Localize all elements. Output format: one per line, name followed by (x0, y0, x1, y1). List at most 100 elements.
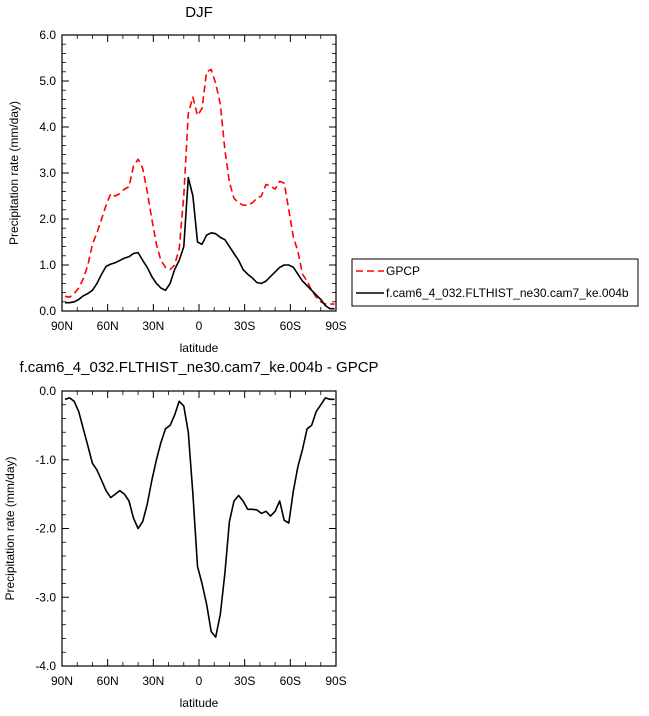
data-point (128, 500, 130, 502)
data-point (293, 267, 295, 269)
series-points-1 (64, 397, 335, 638)
data-point (229, 521, 231, 523)
data-point (297, 273, 299, 275)
x-tick-label: 0 (196, 319, 203, 333)
data-point (242, 269, 244, 271)
data-point (297, 250, 299, 252)
chart-title: f.cam6_4_032.FLTHIST_ne30.cam7_ke.004b -… (19, 359, 378, 376)
data-point (78, 299, 80, 301)
data-point (274, 511, 276, 513)
data-point (283, 520, 285, 522)
data-point (261, 195, 263, 197)
data-point (69, 296, 71, 298)
data-point (247, 509, 249, 511)
data-point (87, 264, 89, 266)
data-point (329, 303, 331, 305)
data-point (183, 195, 185, 197)
data-point (156, 283, 158, 285)
data-point (279, 500, 281, 502)
legend-label-1: GPCP (386, 264, 420, 278)
data-point (178, 401, 180, 403)
y-axis-label: Precipitation rate (mm/day) (3, 456, 17, 600)
data-point (233, 198, 235, 200)
data-point (192, 96, 194, 98)
data-point (174, 269, 176, 271)
data-point (265, 280, 267, 282)
data-point (293, 237, 295, 239)
data-point (306, 280, 308, 282)
data-point (224, 572, 226, 574)
data-point (320, 299, 322, 301)
data-point (247, 273, 249, 275)
data-point (92, 244, 94, 246)
data-point (142, 521, 144, 523)
data-point (119, 193, 121, 195)
data-point (83, 428, 85, 430)
data-point (105, 204, 107, 206)
data-point (101, 480, 103, 482)
data-point (256, 282, 258, 284)
data-point (110, 263, 112, 265)
data-point (210, 69, 212, 71)
data-point (101, 273, 103, 275)
data-point (165, 290, 167, 292)
data-point (119, 260, 121, 262)
data-point (252, 277, 254, 279)
data-point (242, 204, 244, 206)
data-point (96, 469, 98, 471)
x-tick-label: 30N (142, 319, 164, 333)
data-point (288, 522, 290, 524)
data-point (334, 303, 336, 305)
data-point (297, 466, 299, 468)
data-point (151, 218, 153, 220)
data-point (73, 301, 75, 303)
data-point (279, 267, 281, 269)
x-tick-label: 90N (51, 674, 73, 688)
data-point (188, 432, 190, 434)
data-point (78, 287, 80, 289)
y-tick-label: -3.0 (35, 590, 56, 604)
data-point (279, 181, 281, 183)
data-point (133, 165, 135, 167)
data-point (320, 404, 322, 406)
data-point (151, 480, 153, 482)
data-point (238, 260, 240, 262)
data-point (233, 253, 235, 255)
x-tick-label: 30N (142, 674, 164, 688)
data-point (311, 425, 313, 427)
x-tick-label: 90S (325, 674, 346, 688)
x-axis-label: latitude (180, 341, 219, 355)
chart-panel-1: DJF 0.0 1.0 2.0 3.0 4.0 5.0 6.0 90N 60N 30N 0 30S 60S… (7, 4, 639, 355)
data-point (325, 397, 327, 399)
y-tick-label: -1.0 (35, 453, 56, 467)
data-point (238, 495, 240, 497)
data-point (270, 515, 272, 517)
data-point (73, 293, 75, 295)
data-point (220, 614, 222, 616)
chart-panel-2: f.cam6_4_032.FLTHIST_ne30.cam7_ke.004b -… (3, 359, 379, 710)
data-point (325, 305, 327, 307)
legend: GPCP f.cam6_4_032.FLTHIST_ne30.cam7_ke.00… (351, 258, 639, 307)
data-point (288, 209, 290, 211)
data-point (92, 290, 94, 292)
y-tick-label: 4.0 (39, 120, 56, 134)
data-point (238, 202, 240, 204)
legend-label-2: f.cam6_4_032.FLTHIST_ne30.cam7_ke.004b (386, 286, 629, 300)
data-point (115, 493, 117, 495)
data-point (274, 188, 276, 190)
data-point (215, 636, 217, 638)
data-point (206, 603, 208, 605)
data-point (83, 278, 85, 280)
data-point (192, 493, 194, 495)
data-point (210, 232, 212, 234)
data-point (256, 509, 258, 511)
data-point (288, 264, 290, 266)
data-point (188, 112, 190, 114)
data-point (188, 177, 190, 179)
x-axis-label: latitude (180, 696, 219, 710)
data-point (169, 283, 171, 285)
data-point (105, 490, 107, 492)
data-point (146, 504, 148, 506)
data-point (87, 445, 89, 447)
data-point (329, 399, 331, 401)
